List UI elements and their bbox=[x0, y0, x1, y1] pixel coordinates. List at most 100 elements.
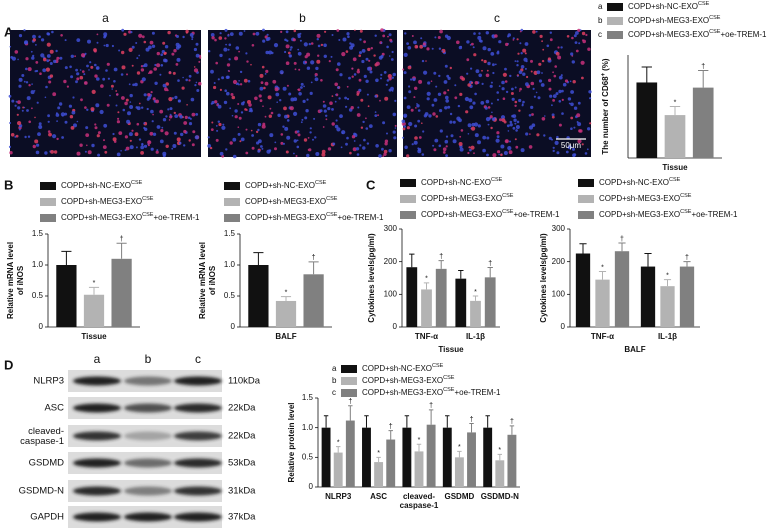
cell bbox=[512, 37, 515, 40]
cell bbox=[104, 150, 108, 154]
cell bbox=[259, 99, 263, 102]
significance-mark: † bbox=[312, 255, 316, 262]
cell bbox=[57, 106, 61, 110]
cell bbox=[413, 140, 418, 145]
cell bbox=[146, 97, 150, 101]
cell bbox=[470, 67, 473, 70]
x-axis-label: BALF bbox=[624, 345, 645, 354]
cell bbox=[265, 50, 270, 55]
cell bbox=[188, 79, 191, 82]
cell bbox=[564, 79, 569, 83]
cell bbox=[161, 126, 164, 129]
cell bbox=[87, 39, 91, 44]
cell bbox=[51, 30, 54, 34]
cell bbox=[159, 73, 162, 76]
cell bbox=[307, 137, 310, 139]
cell bbox=[428, 114, 432, 118]
blot-band bbox=[73, 486, 121, 496]
legend-letter: c bbox=[598, 30, 602, 39]
legend-label: COPD+sh-MEG3-EXOCSE bbox=[61, 196, 154, 206]
cell bbox=[473, 152, 475, 155]
cell bbox=[313, 117, 316, 120]
cell bbox=[159, 139, 164, 144]
cell bbox=[284, 50, 287, 54]
cell bbox=[162, 83, 167, 88]
legend-label: COPD+sh-MEG3-EXOCSE+oe-TREM-1 bbox=[628, 29, 767, 39]
error-bar bbox=[61, 250, 72, 265]
cell bbox=[295, 155, 298, 157]
cell bbox=[353, 73, 357, 76]
cell bbox=[475, 69, 480, 74]
cell bbox=[183, 121, 188, 125]
cell bbox=[27, 67, 32, 72]
cell bbox=[83, 73, 86, 76]
cell bbox=[380, 42, 383, 44]
cell bbox=[49, 62, 53, 65]
cell bbox=[394, 127, 397, 129]
cell bbox=[94, 123, 97, 126]
cell bbox=[32, 54, 35, 57]
cell bbox=[562, 82, 567, 87]
cell bbox=[565, 150, 569, 154]
cell bbox=[218, 36, 223, 40]
cell bbox=[302, 99, 306, 103]
cell bbox=[331, 122, 335, 126]
cell bbox=[107, 77, 110, 80]
cell bbox=[106, 103, 110, 107]
cell bbox=[143, 40, 147, 44]
x-tick-label: BALF bbox=[275, 332, 296, 341]
cell bbox=[420, 37, 423, 40]
cell bbox=[504, 67, 507, 71]
y-axis-label-text: Cytokines levels(pg/ml) bbox=[539, 233, 548, 323]
cell bbox=[111, 44, 114, 48]
cell bbox=[505, 42, 509, 47]
cell bbox=[64, 120, 68, 124]
cell bbox=[49, 49, 54, 54]
cell bbox=[280, 30, 283, 33]
y-tick-label: 1.0 bbox=[302, 423, 314, 432]
cell bbox=[156, 51, 160, 56]
bar bbox=[111, 258, 132, 327]
cell bbox=[73, 123, 77, 128]
y-tick-label: 100 bbox=[384, 289, 398, 298]
cell bbox=[478, 32, 481, 35]
cell bbox=[268, 114, 272, 118]
cell bbox=[393, 136, 397, 140]
cell bbox=[124, 101, 128, 106]
cell bbox=[292, 38, 296, 42]
cell bbox=[163, 52, 167, 55]
cell bbox=[582, 39, 584, 42]
cell bbox=[151, 31, 155, 35]
cell bbox=[375, 144, 379, 148]
cell bbox=[525, 82, 529, 87]
cell bbox=[336, 29, 340, 32]
cell bbox=[473, 122, 479, 127]
cell bbox=[517, 52, 520, 55]
cell bbox=[551, 104, 553, 107]
cell bbox=[499, 118, 502, 122]
cell bbox=[425, 60, 427, 62]
significance-mark: † bbox=[348, 399, 352, 406]
cell bbox=[365, 57, 369, 61]
cell bbox=[445, 99, 450, 103]
legend-label: COPD+sh-NC-EXOCSE bbox=[245, 180, 327, 190]
cell bbox=[486, 136, 490, 140]
bar bbox=[83, 294, 105, 327]
cell bbox=[149, 40, 154, 45]
cell bbox=[282, 125, 285, 128]
cell bbox=[465, 110, 469, 114]
cell bbox=[351, 67, 354, 70]
cell bbox=[361, 49, 366, 53]
cell bbox=[496, 131, 500, 135]
cell bbox=[245, 52, 248, 55]
cell bbox=[250, 129, 253, 132]
cell bbox=[128, 132, 133, 137]
cell bbox=[576, 113, 581, 118]
cell bbox=[356, 153, 360, 156]
cell bbox=[368, 59, 371, 62]
cell bbox=[509, 123, 513, 127]
cell bbox=[257, 122, 262, 127]
cell bbox=[237, 103, 240, 105]
cell bbox=[520, 52, 523, 55]
cell bbox=[30, 50, 33, 53]
